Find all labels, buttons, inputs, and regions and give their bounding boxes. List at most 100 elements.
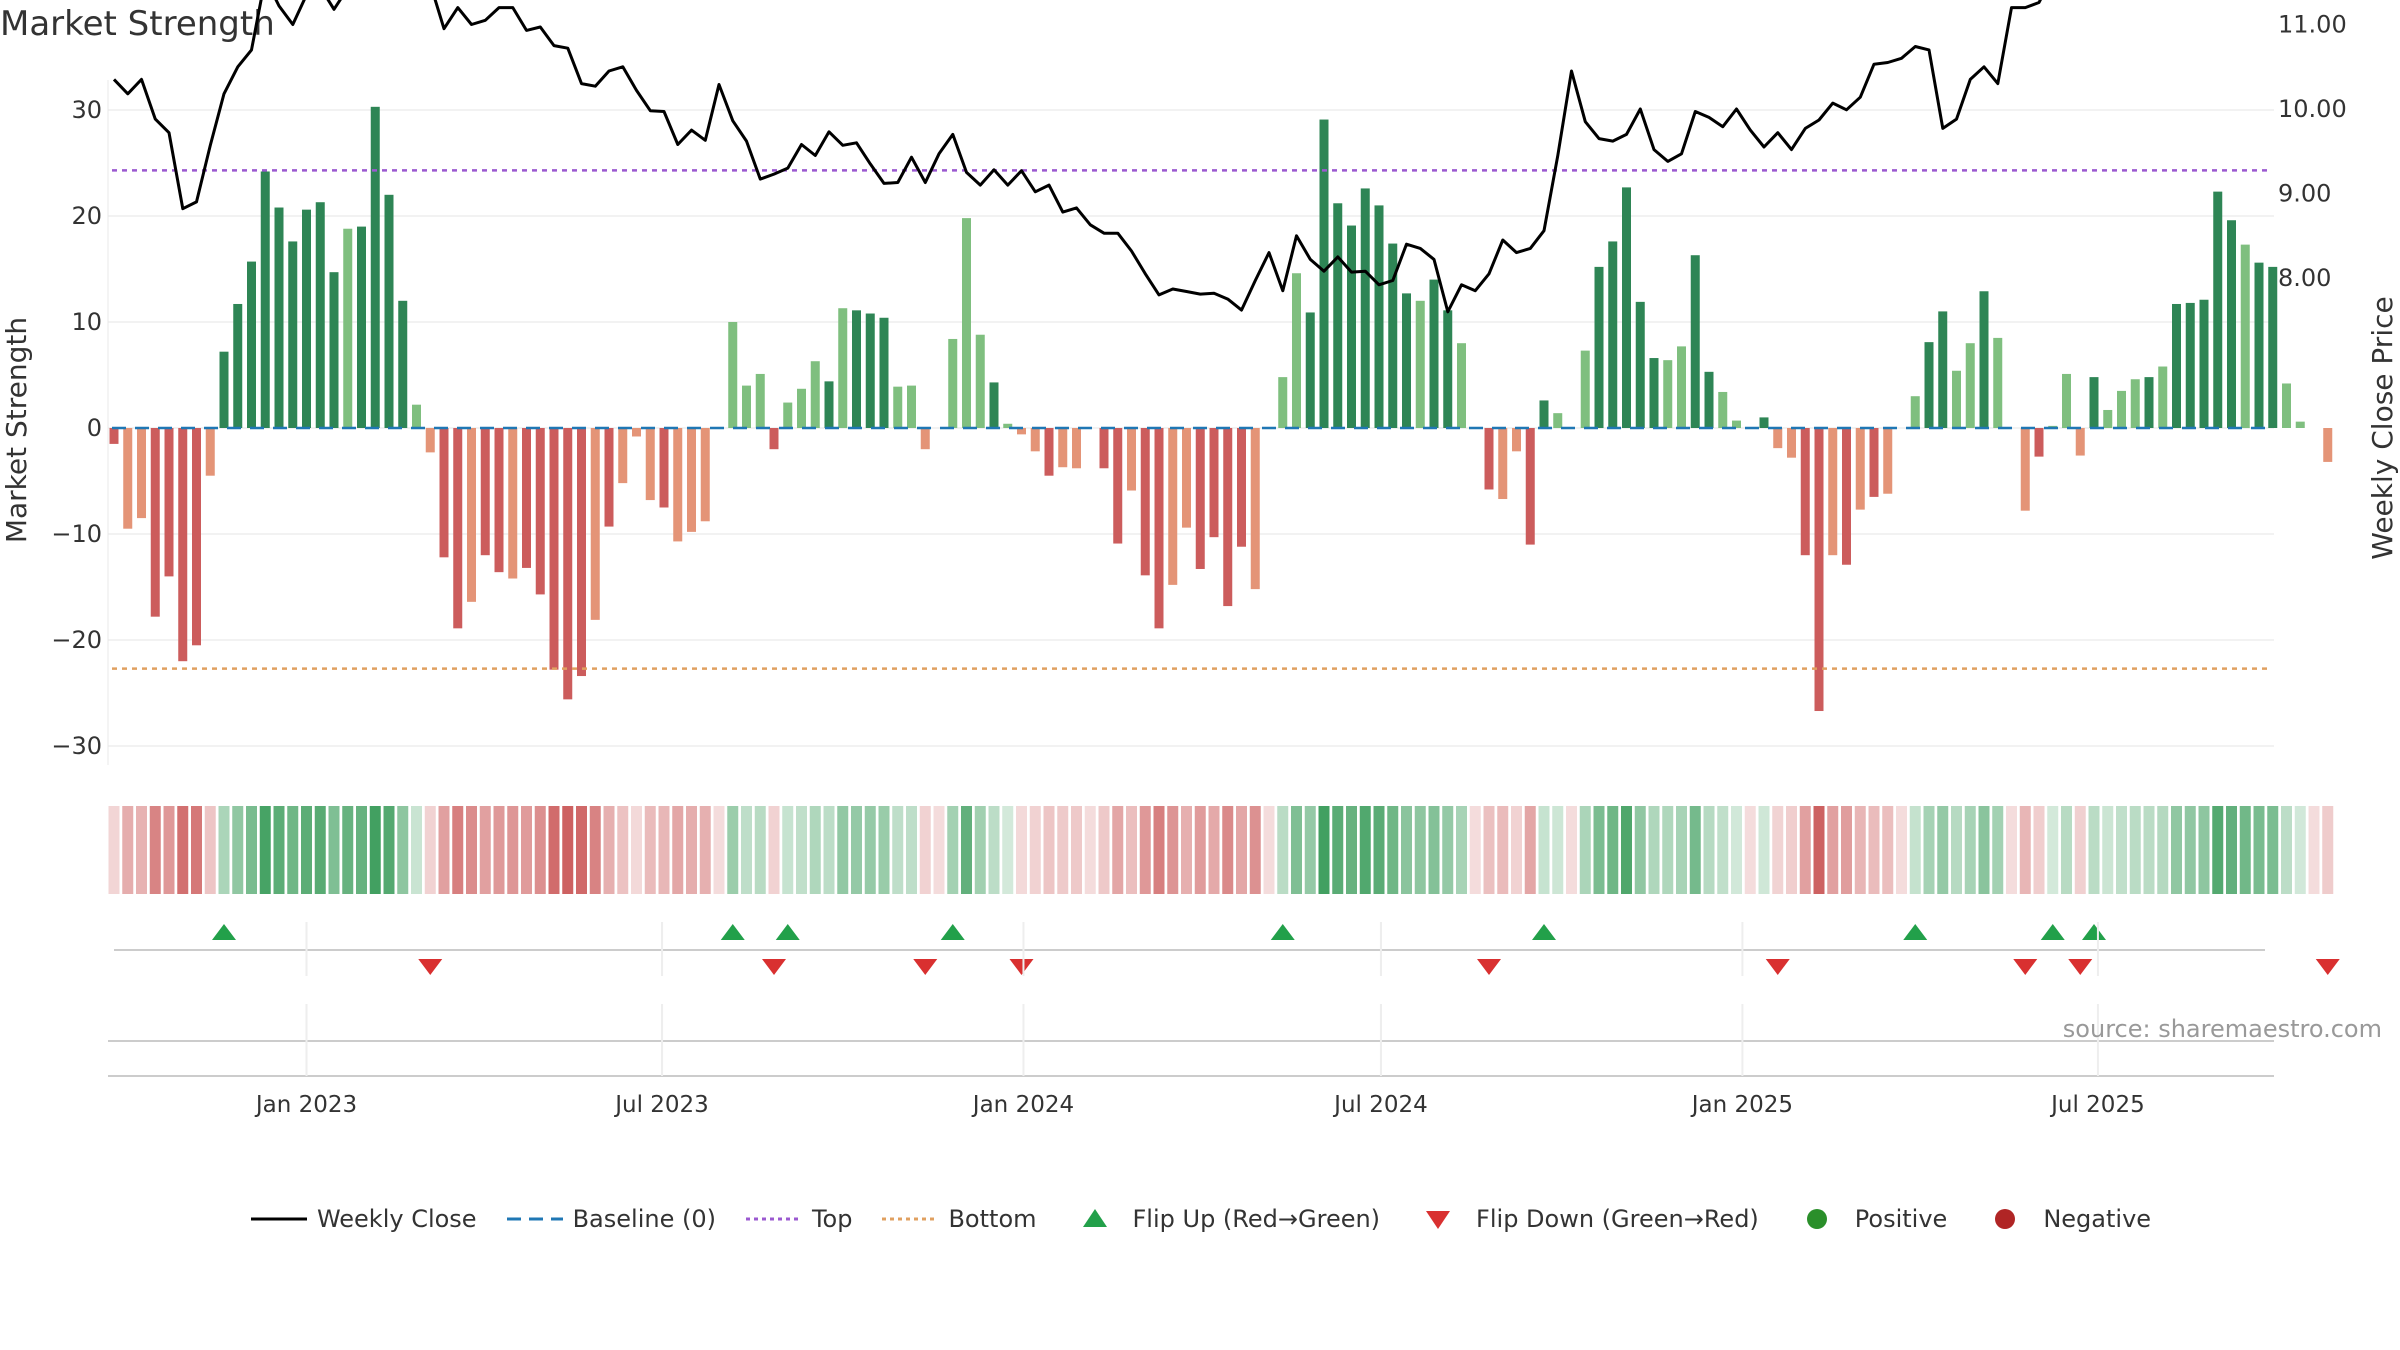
strength-bar	[1512, 428, 1521, 452]
strip-cell	[204, 806, 216, 894]
strip-cell	[328, 806, 340, 894]
strip-cell	[232, 806, 244, 894]
strength-bar	[508, 428, 518, 579]
strip-cell	[1387, 806, 1399, 894]
strip-cell	[562, 806, 574, 894]
strength-bar	[288, 241, 298, 428]
strength-bar	[1195, 428, 1205, 569]
strip-cell	[1304, 806, 1316, 894]
strength-bar	[1223, 428, 1233, 607]
strip-cell	[424, 806, 436, 894]
strip-cell	[741, 806, 752, 894]
strip-cell	[1167, 806, 1179, 894]
y-axis-left-label: Market Strength	[0, 317, 33, 543]
weekly-close-line	[112, 0, 2042, 314]
strength-bar	[920, 428, 930, 450]
strength-bar	[673, 428, 683, 542]
strength-bar	[2130, 379, 2140, 428]
strip-cell	[768, 806, 780, 894]
strength-bar	[329, 272, 339, 428]
strip-cell	[438, 806, 450, 894]
strength-bar	[1594, 266, 1604, 428]
strip-cell	[1112, 806, 1124, 894]
strip-cell	[259, 806, 271, 894]
x-axis: Jan 2023 Jul 2023 Jan 2024 Jul 2024 Jan 2025…	[108, 922, 2274, 1118]
circle-icon	[1787, 1205, 1847, 1233]
strength-bar	[2254, 262, 2264, 428]
strip-cell	[342, 806, 354, 894]
flip-down-marker	[1477, 959, 1501, 975]
legend-label: Bottom	[948, 1205, 1037, 1233]
flip-up-marker	[1532, 924, 1556, 940]
strip-cell	[1634, 806, 1646, 894]
strip-cell	[1084, 806, 1096, 894]
strip-cell	[1882, 806, 1894, 894]
strip-cell	[122, 806, 134, 894]
strip-cell	[1841, 806, 1852, 894]
strength-bar	[164, 428, 174, 577]
legend-weekly-close: Weekly Close	[249, 1205, 477, 1233]
strength-bar	[1704, 371, 1714, 428]
strip-cell	[1566, 806, 1577, 894]
strength-bar	[1305, 312, 1315, 428]
strength-bar	[632, 428, 641, 437]
strip-cell	[1717, 806, 1729, 894]
strip-cell	[1978, 806, 1990, 894]
strength-bar	[1374, 205, 1384, 428]
strip-cell	[1964, 806, 1976, 894]
strength-bar	[274, 207, 284, 428]
strip-cell	[314, 806, 326, 894]
strength-bar	[1360, 188, 1370, 428]
strip-cell	[1786, 806, 1797, 894]
strip-cell	[1057, 806, 1069, 894]
strip-cell	[837, 806, 849, 894]
strength-bar	[590, 428, 600, 620]
strip-cell	[1923, 806, 1935, 894]
strip-cell	[1401, 806, 1412, 894]
strength-bar	[425, 428, 435, 453]
strength-bar	[302, 209, 311, 428]
strength-bar	[893, 386, 903, 428]
strength-bar	[398, 300, 408, 428]
triangle-down-icon	[1408, 1205, 1468, 1233]
strip-cell	[2239, 806, 2251, 894]
strength-bar	[1869, 428, 1879, 497]
x-tick-label: Jan 2025	[1690, 1092, 1793, 1118]
strength-bar	[137, 428, 146, 519]
strength-bar	[2034, 428, 2044, 457]
strength-bar	[1168, 428, 1178, 585]
strength-bar	[2075, 428, 2085, 456]
strip-cell	[796, 806, 807, 894]
strength-bar	[1017, 428, 1026, 435]
strip-cell	[1909, 806, 1921, 894]
strength-bar	[604, 428, 614, 527]
strength-bar	[783, 402, 793, 428]
line-swatch-icon	[249, 1205, 309, 1233]
strength-bar	[2117, 390, 2126, 428]
strength-bar	[205, 428, 215, 476]
flip-up-marker	[2040, 924, 2065, 940]
strip-cell	[2088, 806, 2100, 894]
strip-cell	[617, 806, 629, 894]
strip-cell	[1359, 806, 1371, 894]
strength-bar	[1690, 255, 1700, 428]
grid-lines	[107, 80, 2274, 765]
legend: Weekly Close Baseline (0) Top Bottom Fli…	[0, 1205, 2400, 1233]
strength-bar	[2240, 244, 2250, 428]
strip-cell	[974, 806, 986, 894]
y-left-tick-label: 30	[71, 96, 102, 124]
strip-cell	[397, 806, 409, 894]
strip-cell	[1868, 806, 1880, 894]
strength-bar	[2089, 377, 2099, 428]
strength-bar	[1800, 428, 1810, 556]
strip-cell	[1277, 806, 1289, 894]
strip-cell	[1098, 806, 1110, 894]
strip-cell	[658, 806, 670, 894]
strip-cell	[356, 806, 367, 894]
strip-cell	[823, 806, 835, 894]
strength-bar	[1030, 428, 1040, 452]
strip-cell	[1992, 806, 2004, 894]
strength-bar	[233, 303, 243, 428]
flip-up-marker	[720, 924, 745, 940]
strength-bar	[989, 382, 999, 428]
